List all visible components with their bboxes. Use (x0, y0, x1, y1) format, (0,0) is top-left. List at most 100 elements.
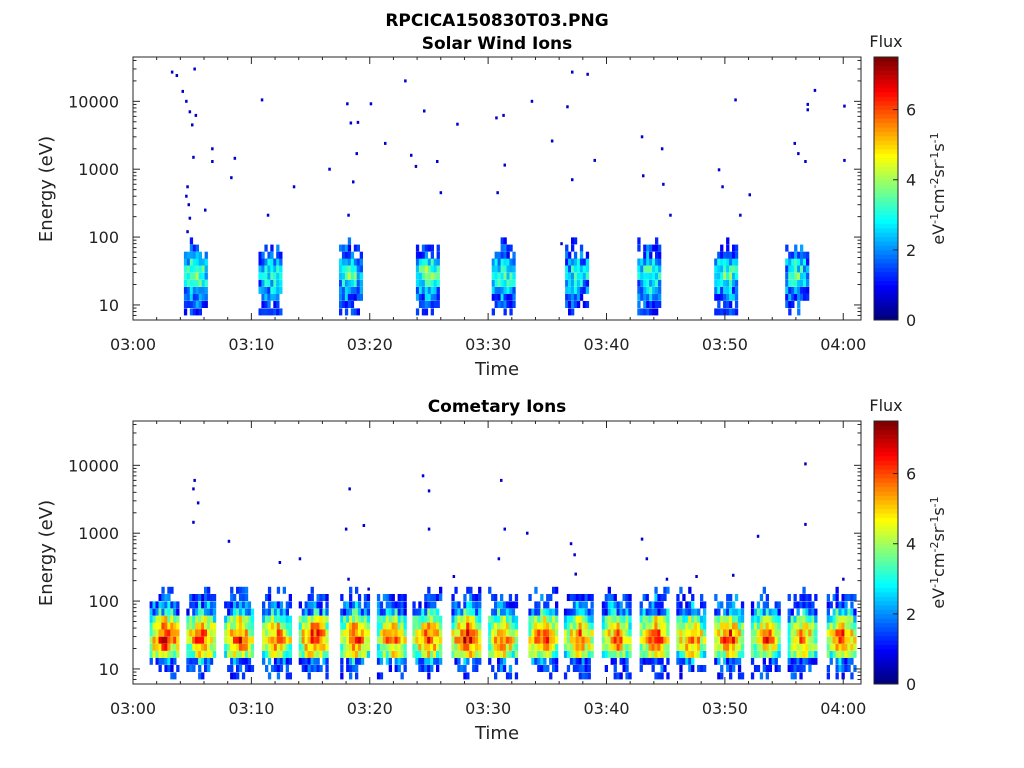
spectrogram-cell (628, 672, 632, 680)
spectrogram-cell (587, 594, 591, 601)
spectrogram-cell (666, 636, 670, 644)
spectrogram-cell (307, 657, 311, 665)
spectrogram-cell (549, 615, 553, 623)
spectrogram-cell (439, 615, 443, 623)
panel-title: Solar Wind Ions (422, 34, 573, 54)
spectrogram-cell (307, 629, 311, 637)
spectrogram-cell (793, 672, 797, 680)
spectrogram-cell (451, 615, 455, 623)
spectrogram-cell (514, 650, 519, 658)
spectrogram-cell (654, 643, 658, 651)
spectrogram-cell (566, 594, 571, 601)
spectrogram-cell (814, 615, 818, 623)
spectrogram-cell (514, 622, 519, 630)
spectrogram-cell (808, 657, 812, 665)
spectrogram-cell (717, 601, 721, 609)
data-point (204, 208, 207, 212)
spectrogram-cell (313, 636, 317, 644)
spectrogram-cell (357, 657, 362, 665)
spectrogram-cell (488, 586, 492, 594)
spectrogram-cell (379, 657, 384, 665)
spectrogram-cell (787, 594, 791, 601)
spectrogram-cell (649, 293, 653, 301)
spectrogram-cell (568, 251, 572, 259)
spectrogram-cell (616, 650, 620, 658)
spectrogram-cell (625, 608, 629, 616)
spectrogram-cell (639, 657, 643, 665)
spectrogram-cell (270, 622, 275, 630)
spectrogram-cell (732, 643, 736, 651)
spectrogram-cell (421, 650, 425, 658)
spectrogram-cell (491, 258, 495, 266)
spectrogram-cell (391, 608, 395, 616)
spectrogram-cell (204, 601, 208, 609)
spectrogram-cell (740, 615, 745, 623)
spectrogram-cell (379, 622, 384, 630)
spectrogram-cell (717, 636, 721, 644)
spectrogram-cell (847, 665, 851, 672)
spectrogram-cell (451, 608, 455, 616)
spectrogram-cell (777, 622, 781, 630)
spectrogram-cell (403, 594, 407, 601)
spectrogram-cell (198, 251, 202, 259)
spectrogram-cell (189, 286, 194, 294)
spectrogram-cell (424, 629, 428, 637)
spectrogram-cell (173, 672, 177, 680)
spectrogram-cell (241, 629, 246, 637)
spectrogram-cell (424, 251, 429, 259)
spectrogram-cell (310, 622, 314, 630)
spectrogram-cell (433, 286, 437, 294)
spectrogram-cell (835, 586, 839, 594)
spectrogram-cell (164, 622, 168, 630)
spectrogram-cell (729, 650, 733, 658)
colorbar-segment (874, 552, 898, 558)
spectrogram-cell (657, 608, 661, 616)
spectrogram-cell (189, 636, 193, 644)
colorbar-segment (874, 149, 898, 154)
spectrogram-cell (430, 636, 434, 644)
spectrogram-cell (472, 601, 476, 609)
spectrogram-cell (732, 286, 736, 294)
data-point (233, 156, 237, 160)
x-tick-label: 03:10 (228, 699, 274, 718)
spectrogram-cell (578, 636, 582, 644)
colorbar-segment (874, 197, 898, 203)
spectrogram-cell (385, 636, 389, 644)
spectrogram-cell (430, 272, 434, 280)
spectrogram-cell (502, 636, 507, 644)
spectrogram-cell (439, 657, 443, 665)
plot-frame (132, 56, 862, 321)
spectrogram-cell (509, 258, 513, 266)
spectrogram-cell (183, 258, 188, 266)
spectrogram-cell (720, 615, 724, 623)
spectrogram-cell (500, 615, 504, 623)
spectrogram-cell (356, 279, 360, 287)
spectrogram-cell (424, 258, 429, 266)
spectrogram-cell (645, 636, 649, 644)
spectrogram-cell (726, 601, 730, 609)
spectrogram-cell (359, 286, 363, 294)
spectrogram-cell (658, 293, 662, 301)
spectrogram-cell (732, 251, 736, 259)
spectrogram-cell (264, 308, 268, 316)
spectrogram-cell (209, 636, 214, 644)
spectrogram-cell (628, 643, 632, 651)
spectrogram-cell (657, 636, 661, 644)
spectrogram-cell (192, 272, 197, 280)
spectrogram-cell (344, 272, 349, 280)
spectrogram-cell (794, 272, 798, 280)
spectrogram-cell (195, 301, 199, 308)
spectrogram-cell (579, 293, 584, 301)
x-tick-label: 03:00 (110, 335, 156, 354)
spectrogram-cell (497, 643, 501, 651)
spectrogram-cell (436, 636, 440, 644)
spectrogram-cell (508, 622, 513, 630)
spectrogram-cell (469, 643, 473, 651)
spectrogram-cell (613, 601, 617, 609)
spectrogram-cell (325, 601, 329, 609)
spectrogram-cell (288, 643, 292, 651)
spectrogram-cell (826, 601, 830, 609)
spectrogram-cell (261, 265, 265, 273)
spectrogram-cell (568, 272, 572, 280)
